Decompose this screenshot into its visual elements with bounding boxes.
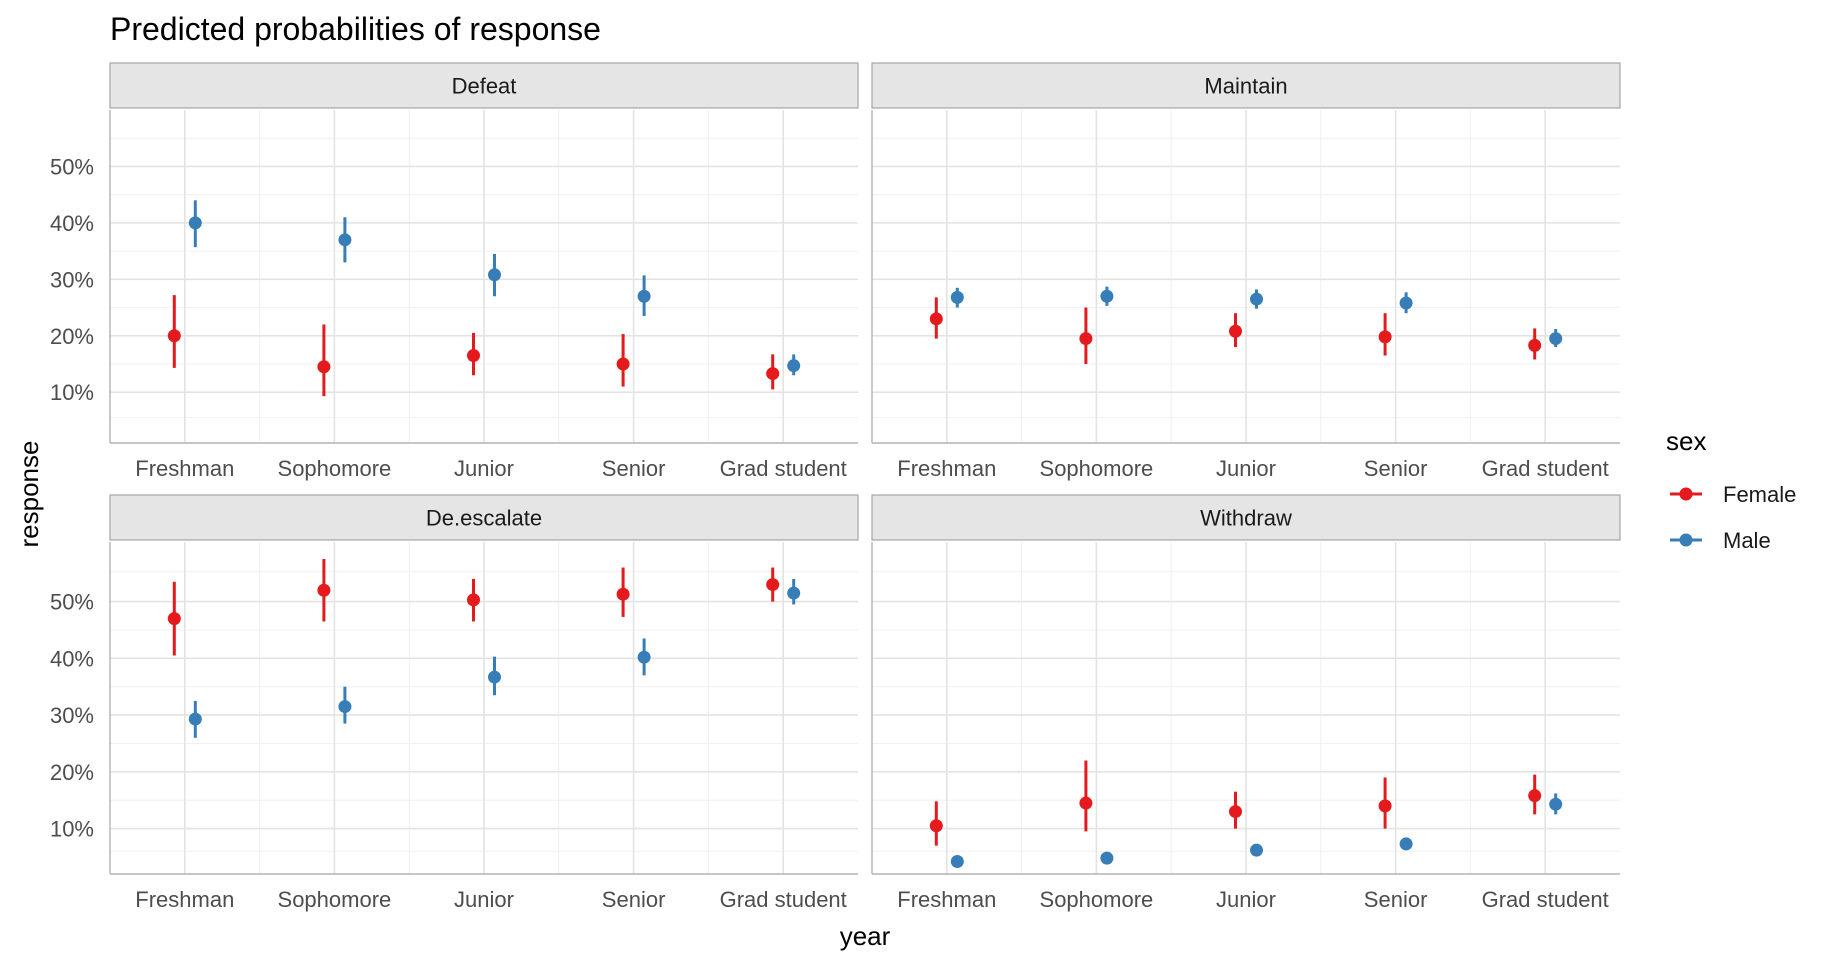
y-tick-label: 20% [50, 760, 94, 785]
y-tick-label: 10% [50, 380, 94, 405]
x-tick-label: Junior [454, 456, 514, 481]
legend-label-male: Male [1723, 528, 1771, 553]
strip-withdraw [871, 494, 1621, 541]
panel-de-escalate: De.escalate 10% 20% 30% 40% 50% Freshman Sophom… [50, 494, 859, 912]
strip-label: Maintain [1204, 74, 1287, 99]
facet-panels: Defeat 10% 20% 30% 40% 50% Freshman Sophomore Ju… [50, 62, 1621, 912]
point-female [1229, 805, 1242, 819]
point-male [338, 700, 352, 714]
point-male [1100, 289, 1114, 303]
x-tick-label: Freshman [135, 887, 234, 912]
point-female [167, 329, 181, 343]
x-tick-label: Sophomore [1040, 456, 1154, 481]
point-female [1378, 799, 1392, 813]
x-tick-label: Senior [1364, 887, 1428, 912]
legend-label-female: Female [1723, 482, 1796, 507]
point-male [637, 650, 651, 664]
point-female [766, 578, 780, 592]
point-male [787, 359, 801, 373]
y-tick-label: 50% [50, 154, 94, 179]
strip-maintain [871, 62, 1621, 109]
y-tick-label: 30% [50, 703, 94, 728]
point-female [616, 357, 630, 371]
point-female [1528, 789, 1542, 803]
y-axis-title: response [14, 441, 44, 548]
point-female [929, 312, 943, 326]
strip-label: Withdraw [1200, 506, 1292, 531]
chart-title: Predicted probabilities of response [110, 11, 601, 47]
y-tick-label: 30% [50, 267, 94, 292]
x-tick-label: Freshman [897, 456, 996, 481]
x-axis-title: year [840, 921, 891, 951]
point-male [787, 586, 801, 600]
point-female [317, 360, 331, 374]
point-female [467, 593, 480, 607]
point-male [1549, 797, 1563, 811]
y-tick-label: 40% [50, 646, 94, 671]
x-tick-label: Freshman [135, 456, 234, 481]
y-tick-label: 20% [50, 324, 94, 349]
x-tick-label: Junior [1216, 887, 1276, 912]
strip-label: Defeat [452, 74, 517, 99]
point-male [1399, 296, 1413, 310]
point-female [1378, 330, 1392, 344]
point-male [950, 290, 964, 304]
point-female [317, 583, 331, 597]
point-female [766, 367, 780, 381]
point-male [488, 670, 501, 684]
strip-defeat [109, 62, 859, 109]
x-tick-label: Grad student [1482, 456, 1609, 481]
point-female [929, 819, 943, 833]
point-female [467, 349, 480, 363]
x-tick-label: Junior [454, 887, 514, 912]
x-tick-label: Grad student [720, 456, 847, 481]
point-male [950, 855, 964, 869]
y-tick-label: 50% [50, 590, 94, 615]
point-male [188, 216, 202, 230]
point-male [1250, 843, 1263, 857]
panel-withdraw: Withdraw Freshman Sophomore Junior Senior Gra… [871, 494, 1621, 912]
x-tick-label: Senior [602, 456, 666, 481]
point-male [637, 289, 651, 303]
point-male [488, 268, 501, 282]
x-tick-label: Sophomore [1040, 887, 1154, 912]
y-tick-label: 40% [50, 211, 94, 236]
x-tick-label: Grad student [720, 887, 847, 912]
legend-key-point-male [1679, 533, 1693, 547]
legend-key-point-female [1679, 487, 1693, 501]
legend-title: sex [1666, 426, 1706, 456]
point-male [1100, 851, 1114, 865]
point-female [1229, 324, 1242, 338]
x-tick-label: Senior [602, 887, 666, 912]
point-female [1079, 332, 1093, 346]
x-tick-label: Senior [1364, 456, 1428, 481]
point-male [1399, 837, 1413, 851]
y-tick-label: 10% [50, 817, 94, 842]
point-male [338, 233, 352, 247]
x-tick-label: Grad student [1482, 887, 1609, 912]
x-tick-label: Junior [1216, 456, 1276, 481]
point-female [1079, 796, 1093, 810]
point-female [616, 587, 630, 601]
x-tick-label: Sophomore [278, 456, 392, 481]
strip-de-escalate [109, 494, 859, 541]
legend: sex Female Male [1666, 426, 1796, 553]
x-tick-label: Freshman [897, 887, 996, 912]
panel-maintain: Maintain Freshman Sophomore Junior Senior Gra… [871, 62, 1621, 481]
point-male [1250, 292, 1263, 306]
point-female [1528, 338, 1542, 352]
strip-label: De.escalate [426, 506, 542, 531]
point-male [1549, 332, 1563, 346]
panel-defeat: Defeat 10% 20% 30% 40% 50% Freshman Sophomore Ju… [50, 62, 859, 481]
x-tick-label: Sophomore [278, 887, 392, 912]
point-female [167, 612, 181, 626]
point-male [188, 712, 202, 726]
